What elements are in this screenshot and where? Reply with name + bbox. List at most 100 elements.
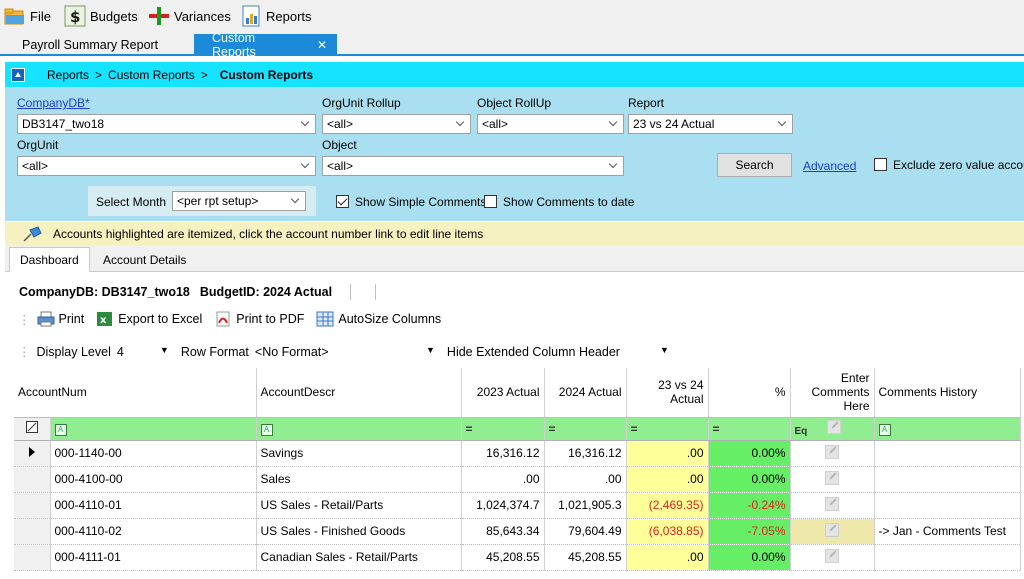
note-icon[interactable] bbox=[825, 548, 839, 563]
breadcrumb-custom-reports[interactable]: Custom Reports bbox=[108, 67, 195, 82]
filter-comments-history[interactable]: A bbox=[874, 417, 1021, 441]
object-rollup-select[interactable]: <all> bbox=[477, 114, 624, 134]
tab-account-details[interactable]: Account Details bbox=[93, 247, 196, 272]
cell-accountnum[interactable]: 000-1140-00 bbox=[50, 440, 257, 467]
report-chart-icon bbox=[240, 5, 262, 27]
display-level-select[interactable]: 4 ▼ bbox=[117, 345, 169, 359]
note-icon[interactable] bbox=[825, 444, 839, 459]
col-comments-history[interactable]: Comments History bbox=[874, 368, 1021, 418]
show-simple-comments-checkbox[interactable] bbox=[336, 195, 349, 208]
row-format-select[interactable]: <No Format> ▼ bbox=[255, 345, 435, 359]
print-button[interactable]: Print bbox=[37, 311, 84, 327]
table-row[interactable]: 000-4111-01 Canadian Sales - Retail/Parts… bbox=[14, 544, 1021, 571]
filter-accountnum[interactable]: A bbox=[50, 417, 257, 441]
companydb-select[interactable]: DB3147_two18 bbox=[17, 114, 316, 134]
breadcrumb-separator: > bbox=[95, 67, 103, 82]
cell-accountnum[interactable]: 000-4110-02 bbox=[50, 518, 257, 545]
note-icon[interactable] bbox=[825, 496, 839, 511]
account-number[interactable]: 000-4110-02 bbox=[54, 524, 122, 538]
orgunit-select[interactable]: <all> bbox=[17, 156, 316, 176]
autosize-columns-button[interactable]: AutoSize Columns bbox=[316, 311, 441, 327]
table-row[interactable]: 000-4100-00 Sales .00 .00 .00 0.00% bbox=[14, 466, 1021, 493]
orgunit-rollup-select[interactable]: <all> bbox=[322, 114, 471, 134]
col-pct[interactable]: % bbox=[708, 368, 791, 418]
note-icon[interactable] bbox=[825, 522, 839, 537]
filter-2023-actual[interactable]: = bbox=[461, 417, 545, 441]
report-label: Report bbox=[628, 96, 665, 110]
view-tabs: Dashboard Account Details bbox=[5, 245, 1024, 272]
exclude-zero-checkbox[interactable] bbox=[874, 158, 887, 171]
cell-accountnum[interactable]: 000-4110-01 bbox=[50, 492, 257, 519]
filter-pct[interactable]: = bbox=[708, 417, 791, 441]
cell-enter-comments[interactable] bbox=[790, 544, 875, 571]
cell-accountnum[interactable]: 000-4111-01 bbox=[50, 544, 257, 571]
col-2024-actual[interactable]: 2024 Actual bbox=[544, 368, 627, 418]
menu-variances[interactable]: Variances bbox=[148, 4, 231, 28]
account-number[interactable]: 000-1140-00 bbox=[54, 446, 122, 460]
value-diff: .00 bbox=[686, 550, 704, 564]
chevron-down-icon bbox=[778, 118, 788, 128]
row-selector[interactable] bbox=[14, 466, 51, 493]
row-selector[interactable] bbox=[14, 440, 51, 467]
hide-extended-header-select[interactable]: Hide Extended Column Header ▼ bbox=[447, 345, 669, 359]
col-enter-comments-line1: Enter bbox=[840, 371, 870, 386]
search-button[interactable]: Search bbox=[717, 153, 792, 177]
menu-budgets[interactable]: $ Budgets bbox=[64, 4, 138, 28]
tab-custom-reports[interactable]: Custom Reports ✕ bbox=[194, 31, 337, 59]
row-selector[interactable] bbox=[14, 544, 51, 571]
table-row[interactable]: 000-1140-00 Savings 16,316.12 16,316.12 .00 0… bbox=[14, 440, 1021, 467]
note-icon[interactable] bbox=[825, 470, 839, 485]
account-number[interactable]: 000-4100-00 bbox=[54, 472, 123, 486]
document-tabs: Payroll Summary Report Custom Reports ✕ bbox=[0, 31, 1024, 59]
info-banner: Accounts highlighted are itemized, click… bbox=[5, 222, 1024, 245]
chevron-down-icon bbox=[291, 195, 301, 205]
object-rollup-value: <all> bbox=[482, 117, 509, 131]
col-accountnum[interactable]: AccountNum bbox=[14, 368, 257, 418]
equals-filter-icon: Eq bbox=[794, 426, 808, 437]
breadcrumb-current: Custom Reports bbox=[219, 67, 314, 82]
cell-enter-comments[interactable] bbox=[790, 466, 875, 493]
report-select[interactable]: 23 vs 24 Actual bbox=[628, 114, 793, 134]
companydb-label[interactable]: CompanyDB* bbox=[17, 96, 90, 110]
cell-enter-comments[interactable] bbox=[790, 518, 875, 545]
row-selector[interactable] bbox=[14, 492, 51, 519]
row-selector[interactable] bbox=[14, 518, 51, 545]
account-number[interactable]: 000-4111-01 bbox=[54, 550, 121, 564]
col-enter-comments[interactable]: Enter Comments Here bbox=[790, 368, 875, 418]
orgunit-label: OrgUnit bbox=[17, 138, 59, 152]
close-icon[interactable]: ✕ bbox=[316, 38, 327, 52]
caret-down-icon: ▼ bbox=[426, 344, 435, 355]
cell-accountnum[interactable]: 000-4100-00 bbox=[50, 466, 257, 493]
filter-accountdescr[interactable]: A bbox=[256, 417, 462, 441]
menu-file[interactable]: File bbox=[4, 4, 51, 28]
print-pdf-button[interactable]: Print to PDF bbox=[214, 311, 304, 327]
breadcrumb-reports[interactable]: Reports bbox=[47, 67, 90, 82]
table-row[interactable]: 000-4110-01 US Sales - Retail/Parts 1,024,… bbox=[14, 492, 1021, 519]
select-month-select[interactable]: <per rpt setup> bbox=[172, 191, 306, 211]
menu-variances-label: Variances bbox=[174, 8, 231, 24]
value-diff: .00 bbox=[686, 472, 704, 486]
clear-filter-icon[interactable] bbox=[14, 417, 51, 441]
cell-comments-history bbox=[874, 440, 1021, 467]
cell-enter-comments[interactable] bbox=[790, 440, 875, 467]
show-comments-to-date-checkbox[interactable] bbox=[484, 195, 497, 208]
object-label: Object bbox=[322, 138, 357, 152]
table-row[interactable]: 000-4110-02 US Sales - Finished Goods 85,6… bbox=[14, 518, 1021, 545]
col-2023-actual[interactable]: 2023 Actual bbox=[461, 368, 545, 418]
account-number[interactable]: 000-4110-01 bbox=[54, 498, 122, 512]
advanced-link[interactable]: Advanced bbox=[803, 159, 857, 173]
export-excel-button[interactable]: x Export to Excel bbox=[96, 311, 202, 327]
cell-enter-comments[interactable] bbox=[790, 492, 875, 519]
tab-payroll-summary[interactable]: Payroll Summary Report bbox=[12, 34, 172, 56]
cell-comments-history bbox=[874, 492, 1021, 519]
object-select[interactable]: <all> bbox=[322, 156, 624, 176]
collapse-up-icon[interactable] bbox=[11, 67, 25, 82]
menu-reports[interactable]: Reports bbox=[240, 4, 312, 28]
filter-enter-comments[interactable]: Eq bbox=[790, 417, 875, 441]
col-23-vs-24[interactable]: 23 vs 24 Actual bbox=[626, 368, 709, 418]
cell-23-vs-24: .00 bbox=[626, 440, 709, 467]
filter-23-vs-24[interactable]: = bbox=[626, 417, 709, 441]
tab-dashboard[interactable]: Dashboard bbox=[9, 247, 90, 272]
filter-2024-actual[interactable]: = bbox=[544, 417, 627, 441]
col-accountdescr[interactable]: AccountDescr bbox=[256, 368, 462, 418]
